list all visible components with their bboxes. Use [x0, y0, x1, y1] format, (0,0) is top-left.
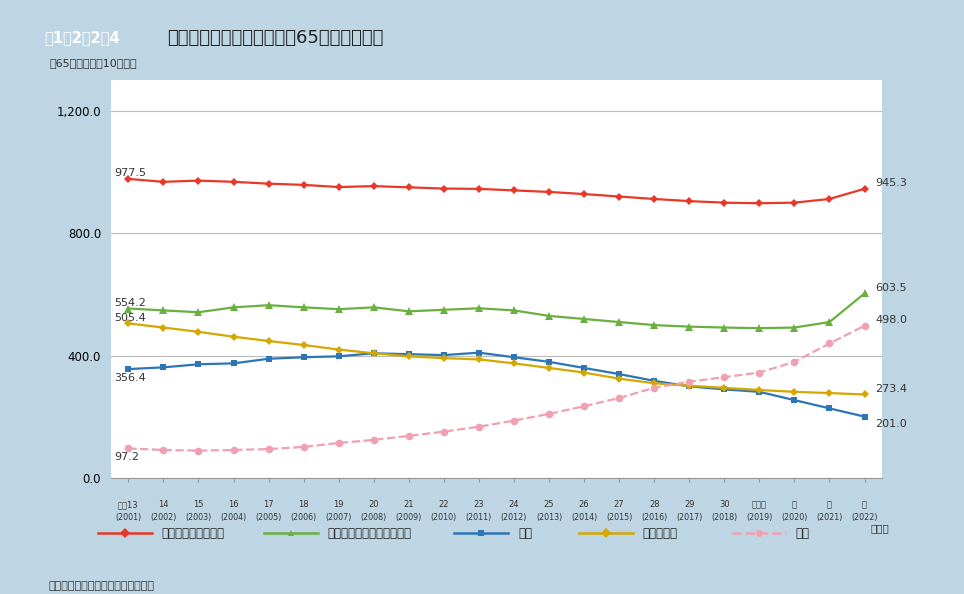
Text: 554.2: 554.2	[115, 298, 147, 308]
Text: (2006): (2006)	[290, 513, 317, 522]
Text: 498.0: 498.0	[875, 315, 907, 326]
Text: (2007): (2007)	[326, 513, 352, 522]
Text: 脳血管疾患: 脳血管疾患	[643, 527, 678, 539]
Text: （65歳以上人口10万対）: （65歳以上人口10万対）	[49, 58, 137, 68]
Text: (2019): (2019)	[746, 513, 772, 522]
Text: ４: ４	[862, 500, 867, 509]
Text: (2012): (2012)	[501, 513, 527, 522]
Text: 肺炎: 肺炎	[519, 527, 532, 539]
Text: (2014): (2014)	[571, 513, 598, 522]
Text: 資料：厘生労働省「人口動態統計」: 資料：厘生労働省「人口動態統計」	[48, 582, 154, 591]
Text: 97.2: 97.2	[115, 452, 140, 462]
Text: (2018): (2018)	[711, 513, 737, 522]
Text: 977.5: 977.5	[115, 169, 147, 178]
Text: ２: ２	[791, 500, 797, 509]
Text: 15: 15	[193, 500, 203, 509]
Text: (2005): (2005)	[255, 513, 281, 522]
Text: 356.4: 356.4	[115, 372, 147, 383]
Text: (2020): (2020)	[781, 513, 808, 522]
Text: 603.5: 603.5	[875, 283, 907, 293]
Text: 945.3: 945.3	[875, 178, 907, 188]
Text: 14: 14	[158, 500, 169, 509]
Text: (2017): (2017)	[676, 513, 703, 522]
Text: 25: 25	[544, 500, 554, 509]
Text: (2011): (2011)	[466, 513, 492, 522]
Text: 28: 28	[649, 500, 659, 509]
Text: 平成13: 平成13	[118, 500, 139, 509]
Text: (2008): (2008)	[361, 513, 387, 522]
Text: 18: 18	[298, 500, 309, 509]
Text: 主な死因別死亡率の推移（65歳以上の者）: 主な死因別死亡率の推移（65歳以上の者）	[167, 29, 384, 47]
Text: (2016): (2016)	[641, 513, 667, 522]
Text: 26: 26	[578, 500, 589, 509]
Text: 図1－2－2－4: 図1－2－2－4	[44, 30, 120, 46]
Text: 19: 19	[334, 500, 344, 509]
Text: 17: 17	[263, 500, 274, 509]
Text: (2004): (2004)	[221, 513, 247, 522]
Text: (2022): (2022)	[851, 513, 878, 522]
Text: 23: 23	[473, 500, 484, 509]
Text: 令和元: 令和元	[752, 500, 767, 509]
Text: (2001): (2001)	[116, 513, 142, 522]
Text: 20: 20	[368, 500, 379, 509]
Text: 22: 22	[439, 500, 449, 509]
Text: 16: 16	[228, 500, 239, 509]
Text: (2021): (2021)	[817, 513, 843, 522]
Text: 273.4: 273.4	[875, 384, 907, 394]
Text: 505.4: 505.4	[115, 313, 147, 323]
Text: (2003): (2003)	[185, 513, 212, 522]
Text: (2010): (2010)	[431, 513, 457, 522]
Text: 21: 21	[404, 500, 415, 509]
Text: 心疾患（高血圧性を除く）: 心疾患（高血圧性を除く）	[328, 527, 412, 539]
Text: (2002): (2002)	[150, 513, 176, 522]
Text: ３: ３	[827, 500, 832, 509]
Text: (2015): (2015)	[606, 513, 632, 522]
Text: (2013): (2013)	[536, 513, 562, 522]
Text: (2009): (2009)	[395, 513, 422, 522]
Text: （年）: （年）	[870, 523, 889, 533]
Text: 201.0: 201.0	[875, 419, 907, 429]
Text: 悪性新生物（がん）: 悪性新生物（がん）	[162, 527, 225, 539]
Text: 24: 24	[509, 500, 520, 509]
Text: 29: 29	[684, 500, 694, 509]
Text: 27: 27	[614, 500, 625, 509]
Text: 30: 30	[719, 500, 730, 509]
Text: 老衰: 老衰	[796, 527, 810, 539]
